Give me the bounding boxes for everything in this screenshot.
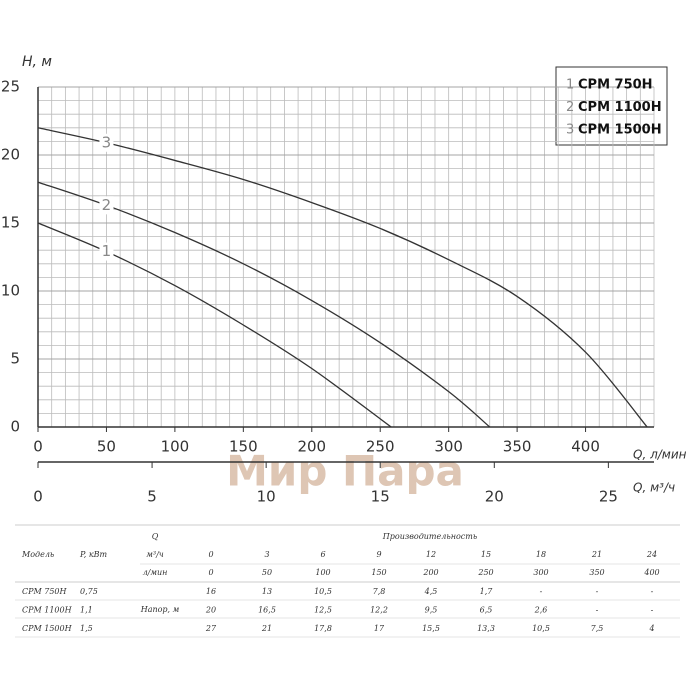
curve-label-bg <box>99 133 114 152</box>
table-cell: 10,5 <box>314 587 332 596</box>
x-tick-label: 350 <box>503 438 532 456</box>
x-tick-label: 300 <box>434 438 463 456</box>
table-header: л/мин <box>143 568 168 577</box>
legend-label: CPM 750H <box>578 78 653 93</box>
table-cell: 6 <box>320 550 325 559</box>
table-cell: 250 <box>477 568 493 577</box>
table-cell: 24 <box>646 550 657 559</box>
table-cell: 3 <box>264 550 269 559</box>
table-cell: 400 <box>643 568 659 577</box>
curve-label-bg <box>99 242 114 261</box>
table-cell: 21 <box>261 624 272 633</box>
x-tick-label: 100 <box>161 438 190 456</box>
x2-axis-label: Q, м³/ч <box>633 481 675 495</box>
watermark: Мир Пара <box>226 447 464 496</box>
x2-tick-label: 20 <box>485 488 504 506</box>
y-tick-label: 5 <box>10 350 20 368</box>
table-cell: 50 <box>262 568 272 577</box>
table-cell: 16,5 <box>258 606 276 615</box>
table-cell: 12,2 <box>370 606 388 615</box>
y-tick-label: 10 <box>1 282 20 300</box>
table-cell: 6,5 <box>480 606 493 615</box>
y-tick-label: 15 <box>1 214 20 232</box>
x-tick-label: 50 <box>97 438 116 456</box>
x-tick-label: 200 <box>297 438 326 456</box>
table-cell: - <box>596 587 599 596</box>
legend-number: 2 <box>566 100 574 115</box>
table-cell: 1,1 <box>80 606 93 615</box>
table-cell: 350 <box>589 568 604 577</box>
y-tick-label: 20 <box>1 146 20 164</box>
table-cell: 10,5 <box>532 624 550 633</box>
table-header: Q <box>152 532 159 541</box>
table-cell: 2,6 <box>534 606 548 615</box>
table-cell: 20 <box>205 606 216 615</box>
table-cell: 13 <box>262 587 272 596</box>
curve <box>37 222 392 428</box>
table-header: Модель <box>21 550 54 559</box>
table-cell: CPM 1500H <box>22 624 73 633</box>
curve-label: 1 <box>102 242 112 260</box>
curve <box>37 127 648 428</box>
x2-tick-label: 0 <box>33 488 43 506</box>
table-cell: 12,5 <box>314 606 332 615</box>
y-tick-label: 25 <box>1 78 20 96</box>
table-cell: 17,8 <box>314 624 332 633</box>
table-cell: 1,5 <box>80 624 93 633</box>
table-cell: 18 <box>536 550 546 559</box>
table-cell: 0 <box>208 568 213 577</box>
table-cell: 7,8 <box>373 587 386 596</box>
table-cell: 15 <box>481 550 491 559</box>
table-cell: 4,5 <box>424 587 438 596</box>
table-header: Напор, м <box>140 605 180 614</box>
x2-tick-label: 10 <box>257 488 276 506</box>
legend-label: CPM 1500H <box>578 123 662 138</box>
table-cell: 100 <box>315 568 330 577</box>
table-header: м³/ч <box>146 550 164 559</box>
table-cell: - <box>540 587 543 596</box>
curve-label-bg <box>99 196 114 215</box>
table-header: P, кВт <box>79 550 108 559</box>
table-cell: 16 <box>206 587 216 596</box>
table-cell: 0 <box>208 550 213 559</box>
table-cell: - <box>651 606 654 615</box>
table-cell: 0,75 <box>80 587 98 596</box>
x-tick-label: 400 <box>571 438 600 456</box>
x-axis-label: Q, л/мин <box>633 448 687 462</box>
table-cell: 9,5 <box>425 606 438 615</box>
table-cell: 200 <box>422 568 438 577</box>
table-cell: 15,5 <box>422 624 440 633</box>
table-cell: 21 <box>591 550 602 559</box>
table-cell: 300 <box>533 568 548 577</box>
table-cell: - <box>651 587 654 596</box>
x2-tick-label: 25 <box>599 488 618 506</box>
table-cell: 1,7 <box>480 587 494 596</box>
table-cell: CPM 750H <box>22 587 68 596</box>
table-cell: - <box>596 606 599 615</box>
curve-label: 2 <box>102 196 112 214</box>
x-tick-label: 150 <box>229 438 258 456</box>
x2-tick-label: 15 <box>371 488 390 506</box>
curve-label: 3 <box>102 133 112 151</box>
table-cell: 12 <box>426 550 436 559</box>
legend-number: 3 <box>566 123 574 138</box>
table-cell: 9 <box>376 550 381 559</box>
table-cell: 17 <box>374 624 385 633</box>
table-cell: 150 <box>371 568 386 577</box>
table-cell: 27 <box>205 624 217 633</box>
table-cell: CPM 1100H <box>22 606 73 615</box>
y-axis-label: H, м <box>22 54 52 70</box>
legend-box <box>555 66 668 146</box>
table-header: Производительность <box>382 532 477 541</box>
legend-label: CPM 1100H <box>578 100 662 115</box>
table-cell: 13,3 <box>477 624 495 633</box>
x-tick-label: 0 <box>33 438 43 456</box>
y-tick-label: 0 <box>10 418 20 436</box>
table-cell: 4 <box>648 624 654 633</box>
legend-number: 1 <box>566 78 574 93</box>
x-tick-label: 250 <box>366 438 395 456</box>
table-cell: 7,5 <box>591 624 604 633</box>
x2-tick-label: 5 <box>147 488 157 506</box>
